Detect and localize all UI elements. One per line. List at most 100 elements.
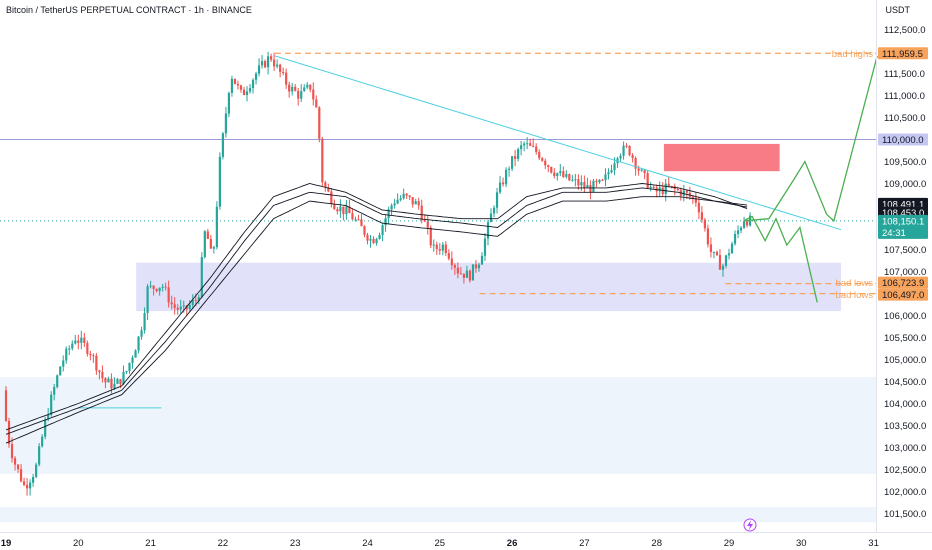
candle-body [477,264,481,269]
candle-body [128,362,131,372]
candle-body [351,213,354,220]
time-tick-label: 26 [507,538,518,549]
price-tick-label: 107,000.0 [884,267,926,278]
candle-body [676,189,679,191]
price-tick-label: 112,500.0 [884,25,926,36]
projection-up-path [743,55,878,223]
candle-body [541,158,544,161]
price-tag-bg [878,133,928,146]
candle-body [315,99,318,108]
candle-body [318,107,321,139]
candle-body [116,379,119,384]
candle-body [691,196,694,198]
candle-body [595,180,598,183]
time-axis: 19 20 21 22 23 24 25 26 27 28 29 30 31 [0,532,932,549]
candle-body [378,235,381,239]
countdown-label: 24:31 [882,228,906,239]
candle-body [149,285,152,287]
candle-body [402,193,405,199]
price-tag-label: 110,000.0 [882,135,924,146]
candle-body [733,233,737,244]
candle-body [47,414,50,420]
candle-body [7,420,11,445]
drawings-layer [274,55,878,303]
candle-body [327,187,330,192]
candle-body [38,446,41,465]
candle-body [176,307,179,310]
supply-zone [663,143,780,172]
time-tick-label: 25 [435,538,446,549]
candle-body [354,219,357,221]
price-tick-label: 107,500.0 [884,245,926,256]
candle-body [517,149,520,159]
candle-body [381,225,384,236]
candle-body [239,85,243,90]
candle-body [444,244,447,254]
candle-body [447,253,450,259]
price-tick-label: 103,000.0 [884,443,926,454]
candle-body [709,244,713,253]
time-tick-label: 28 [651,538,662,549]
current-price-bg [878,214,928,239]
moving-average-line [5,196,748,444]
moving-averages-layer [5,183,748,444]
candle-body [483,238,487,256]
candle-body [309,84,312,90]
candle-body [366,234,369,241]
candle-body [224,113,228,134]
time-tick-label: 22 [218,538,229,549]
time-tick-label: 23 [290,538,301,549]
bottom-zone [0,506,876,523]
candle-body [498,182,502,193]
candle-body [559,171,562,174]
candle-body [634,158,637,169]
candle-body [203,231,206,258]
candle-body [107,378,110,383]
candle-body [251,79,255,89]
candle-body [589,185,592,192]
candle-body [339,206,342,212]
candle-body [19,469,23,482]
candle-body [514,156,517,159]
candle-body [146,286,149,314]
candle-body [248,88,252,92]
candle-body [300,91,303,99]
candle-body [480,255,484,265]
candle-body [489,213,493,223]
candle-body [266,56,270,68]
candle-body [152,285,155,289]
candle-body [137,336,140,351]
candle-body [170,302,173,305]
candle-body [405,193,408,196]
lightning-icon[interactable] [743,518,757,532]
candle-body [390,205,393,210]
price-tick-label: 109,500.0 [884,157,926,168]
candle-body [384,218,387,226]
candle-body [526,143,529,145]
candle-body [32,476,35,483]
candle-body [285,72,288,85]
price-tag-label: 111,959.5 [882,49,923,60]
candle-body [393,203,396,206]
candle-body [236,83,240,86]
candle-body [465,270,469,278]
candle-body [532,145,535,147]
candle-body [270,56,273,60]
candle-body [83,337,86,343]
annotation-label: bad lows [836,290,874,301]
demand-zone [136,262,842,312]
candle-body [739,227,743,231]
price-tag-label: 106,497.0 [882,290,924,301]
candle-body [441,244,444,251]
candle-body [22,481,26,485]
candle-body [345,206,348,215]
candle-body [438,249,441,251]
candle-body [122,371,125,385]
candle-body [357,219,360,221]
candle-body [104,378,107,383]
candle-body [652,186,655,188]
price-tick-label: 104,500.0 [884,377,926,388]
time-tick-label: 27 [579,538,590,549]
